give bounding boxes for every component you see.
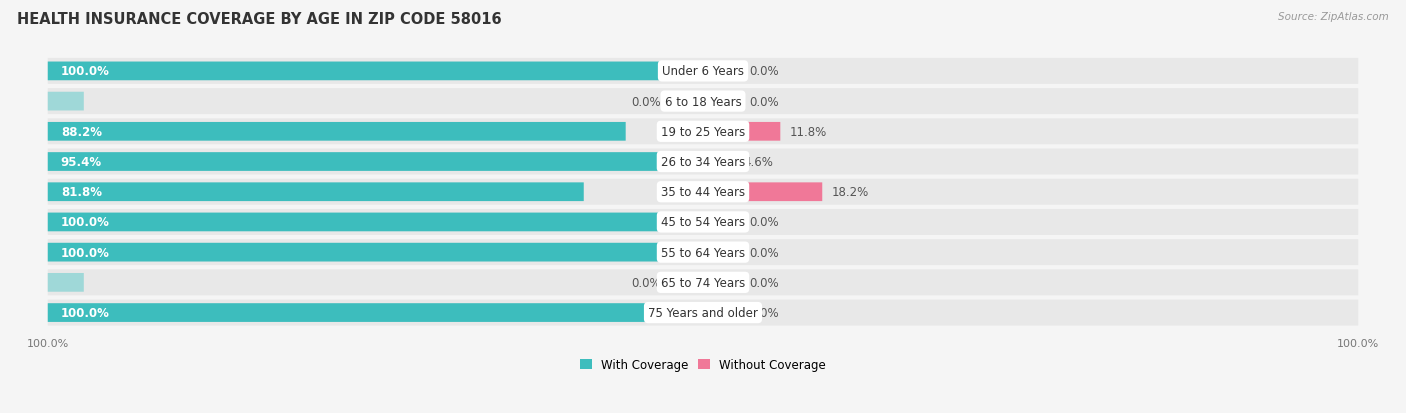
Text: 26 to 34 Years: 26 to 34 Years <box>661 156 745 169</box>
Text: 6 to 18 Years: 6 to 18 Years <box>665 95 741 108</box>
Text: 95.4%: 95.4% <box>60 156 103 169</box>
FancyBboxPatch shape <box>48 62 703 81</box>
Text: 75 Years and older: 75 Years and older <box>648 306 758 319</box>
FancyBboxPatch shape <box>703 93 740 111</box>
FancyBboxPatch shape <box>48 213 703 232</box>
FancyBboxPatch shape <box>48 93 84 111</box>
FancyBboxPatch shape <box>48 273 84 292</box>
Text: 0.0%: 0.0% <box>631 276 661 289</box>
Text: 0.0%: 0.0% <box>631 95 661 108</box>
Text: 0.0%: 0.0% <box>749 246 779 259</box>
FancyBboxPatch shape <box>48 240 1358 266</box>
Text: 81.8%: 81.8% <box>60 186 101 199</box>
Text: HEALTH INSURANCE COVERAGE BY AGE IN ZIP CODE 58016: HEALTH INSURANCE COVERAGE BY AGE IN ZIP … <box>17 12 502 27</box>
FancyBboxPatch shape <box>48 59 1358 85</box>
FancyBboxPatch shape <box>48 300 1358 326</box>
Text: 45 to 54 Years: 45 to 54 Years <box>661 216 745 229</box>
FancyBboxPatch shape <box>703 183 823 202</box>
Text: 100.0%: 100.0% <box>60 65 110 78</box>
FancyBboxPatch shape <box>48 89 1358 115</box>
Text: 100.0%: 100.0% <box>60 246 110 259</box>
FancyBboxPatch shape <box>48 149 1358 175</box>
FancyBboxPatch shape <box>703 304 740 322</box>
Text: 88.2%: 88.2% <box>60 126 101 138</box>
Text: 100.0%: 100.0% <box>60 216 110 229</box>
FancyBboxPatch shape <box>48 304 703 322</box>
Text: 0.0%: 0.0% <box>749 65 779 78</box>
Legend: With Coverage, Without Coverage: With Coverage, Without Coverage <box>579 358 827 371</box>
FancyBboxPatch shape <box>48 209 1358 235</box>
FancyBboxPatch shape <box>703 273 740 292</box>
FancyBboxPatch shape <box>48 123 626 141</box>
Text: Under 6 Years: Under 6 Years <box>662 65 744 78</box>
Text: 0.0%: 0.0% <box>749 276 779 289</box>
Text: 18.2%: 18.2% <box>832 186 869 199</box>
Text: 4.6%: 4.6% <box>742 156 773 169</box>
Text: 65 to 74 Years: 65 to 74 Years <box>661 276 745 289</box>
Text: 0.0%: 0.0% <box>749 216 779 229</box>
FancyBboxPatch shape <box>48 179 1358 205</box>
FancyBboxPatch shape <box>48 270 1358 296</box>
FancyBboxPatch shape <box>48 243 703 262</box>
FancyBboxPatch shape <box>48 119 1358 145</box>
Text: 11.8%: 11.8% <box>790 126 827 138</box>
Text: 55 to 64 Years: 55 to 64 Years <box>661 246 745 259</box>
Text: Source: ZipAtlas.com: Source: ZipAtlas.com <box>1278 12 1389 22</box>
FancyBboxPatch shape <box>703 243 740 262</box>
Text: 100.0%: 100.0% <box>60 306 110 319</box>
FancyBboxPatch shape <box>703 153 733 171</box>
FancyBboxPatch shape <box>703 62 740 81</box>
Text: 0.0%: 0.0% <box>749 306 779 319</box>
Text: 0.0%: 0.0% <box>749 95 779 108</box>
FancyBboxPatch shape <box>703 123 780 141</box>
Text: 19 to 25 Years: 19 to 25 Years <box>661 126 745 138</box>
Text: 35 to 44 Years: 35 to 44 Years <box>661 186 745 199</box>
FancyBboxPatch shape <box>48 183 583 202</box>
FancyBboxPatch shape <box>703 213 740 232</box>
FancyBboxPatch shape <box>48 153 673 171</box>
